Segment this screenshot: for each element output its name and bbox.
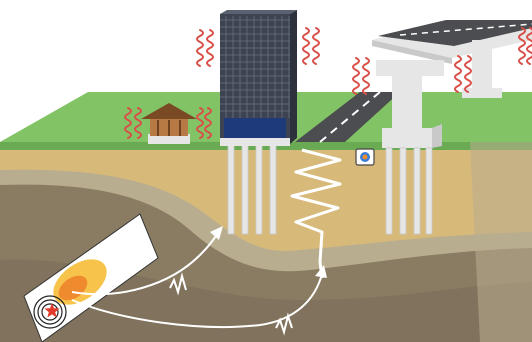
bedrock-deep [0,259,532,342]
pier-footing [382,128,432,148]
vibration-line [302,27,310,65]
pier-pile [399,147,407,235]
wave-wiggle [275,312,293,336]
building-piles [220,138,290,235]
building-window-grid [220,16,290,118]
pier-footing-side [432,124,442,148]
building-pile [241,143,249,235]
house-foundation [148,134,190,144]
vibration-line [464,55,472,93]
epicenter-ripples [33,295,67,329]
fault-plane-group [23,213,159,342]
building-pile [269,143,277,235]
wave-arrow-head [210,226,223,240]
seismic-wave-arrows [71,226,327,336]
far-pier-footing [462,88,502,98]
wave-arrow-to-building [71,231,219,296]
vibration-lines [124,27,532,139]
building-ground-floor [224,118,286,138]
building-top [220,10,297,14]
observation-camera-icon [355,148,375,166]
wave-wiggle [169,272,187,296]
building-pile [227,143,235,235]
expressway-deck-side [372,40,452,64]
pier-piles [385,147,433,235]
ripple-ring [33,295,67,329]
pier-pile [425,147,433,235]
wave-arrow-head [315,265,327,278]
high-rise-building [220,10,297,235]
epicenter-star [44,303,60,318]
vibration-line [454,55,462,93]
far-pier-column [472,40,492,94]
vibration-line [518,27,526,65]
ground-side-face [470,142,532,342]
road-surface [295,92,400,142]
expressway-lane-line [399,23,532,36]
pier-cap [376,60,444,76]
vibration-line [204,107,212,139]
wooden-house [141,103,197,144]
elevated-expressway [372,20,532,235]
building-side [290,10,297,144]
vibration-line [206,29,214,67]
vibration-line [526,27,532,65]
vibration-line [362,57,370,95]
ripple-ring [41,303,59,321]
pier-column [392,74,422,132]
pier-pile [385,147,393,235]
amplified-ground-zigzag [290,148,342,263]
vibration-line [312,27,320,65]
ripple-ring [37,299,63,325]
road [295,91,400,143]
vibration-line [196,107,204,139]
wave-arrow-to-ground [71,273,323,328]
building-pile-cap [220,138,290,146]
vibration-line [124,107,132,139]
vibration-line [134,107,142,139]
pier-pile [413,147,421,235]
house-roof [141,103,197,119]
vibration-line [352,57,360,95]
vibration-line [196,29,204,67]
building-pile [255,143,263,235]
